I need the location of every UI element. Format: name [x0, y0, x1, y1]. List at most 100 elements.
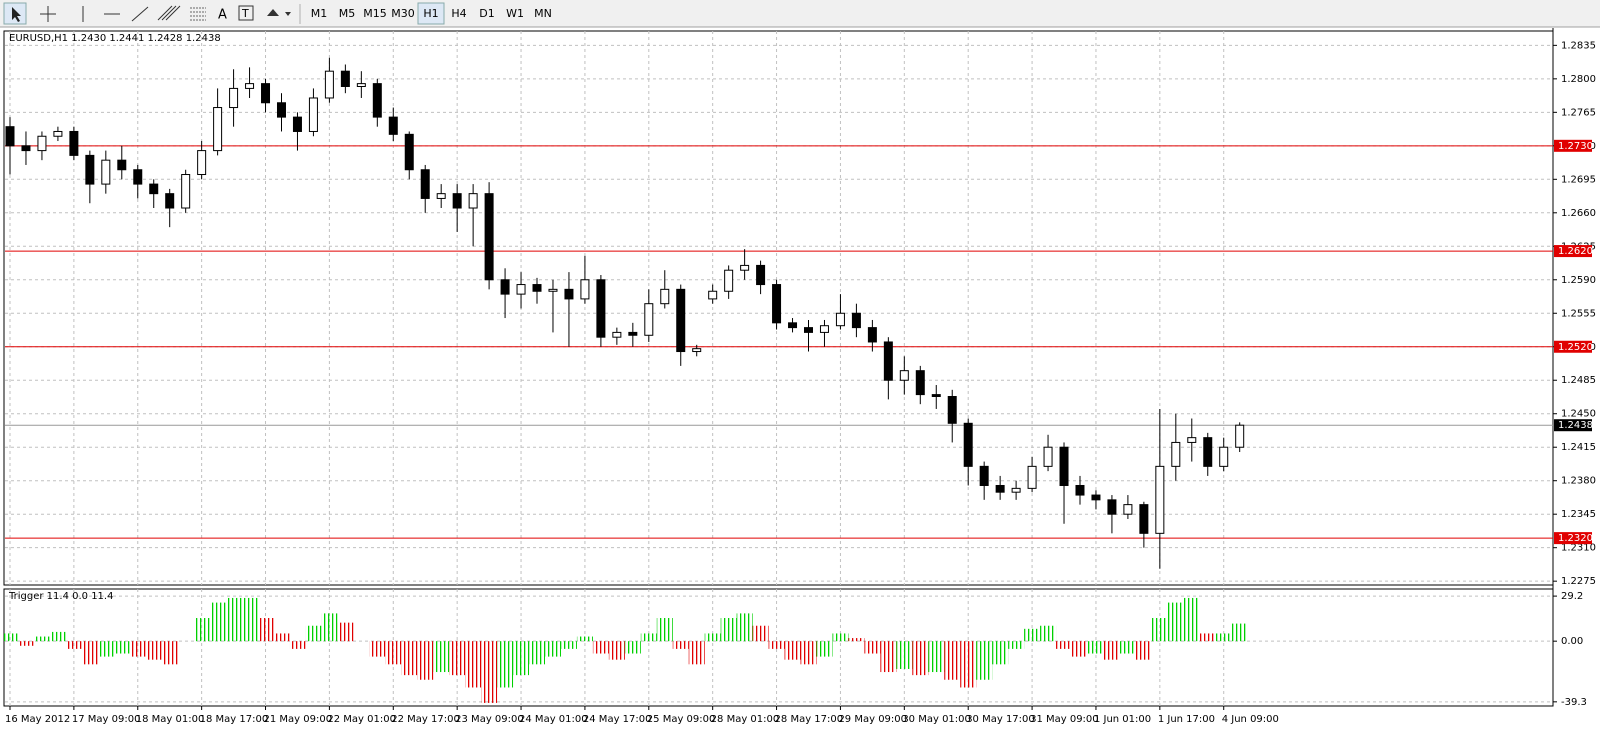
fibo-tool[interactable]	[190, 7, 206, 21]
indicator-bar	[305, 625, 322, 642]
timeframe-button[interactable]: M1	[311, 7, 328, 20]
indicator-bar	[992, 641, 1009, 665]
indicator-bar	[1024, 628, 1041, 642]
timeframe-button[interactable]: D1	[479, 7, 494, 20]
candle-body	[276, 102, 286, 118]
timeframe-button[interactable]: M15	[363, 7, 387, 20]
timeframe-button[interactable]: M5	[339, 7, 356, 20]
timeframe-button[interactable]: W1	[506, 7, 524, 20]
crosshair-tool[interactable]	[40, 6, 56, 22]
candle-body	[708, 290, 718, 300]
candle-body	[1027, 465, 1037, 489]
candle-body	[532, 284, 542, 292]
level-label: 1.2438	[1558, 420, 1593, 431]
timeframe-button[interactable]: M30	[391, 7, 415, 20]
candle-body	[21, 145, 31, 152]
x-tick-label: 18 May 17:00	[200, 714, 269, 725]
indicator-bar	[449, 641, 466, 676]
candle-body	[37, 135, 47, 152]
candle-body	[1187, 437, 1197, 443]
candle-body	[1075, 484, 1085, 496]
toolbar: A T M1 M5 M15 M30 H1 H4 D1 W1 MN	[0, 0, 1600, 28]
candle-body	[1091, 494, 1101, 501]
candle-body	[1107, 499, 1117, 515]
indicator-bar	[544, 641, 561, 657]
candle-body	[101, 159, 111, 185]
candle-body	[724, 269, 734, 292]
y-tick-label: 1.2765	[1561, 107, 1596, 118]
indicator-bar	[1119, 641, 1136, 654]
x-tick-label: 1 Jun 17:00	[1158, 714, 1215, 725]
indicator-bar	[1151, 618, 1168, 642]
x-tick-label: 21 May 09:00	[264, 714, 333, 725]
indicator-bar	[928, 641, 945, 673]
candle-body	[835, 312, 845, 327]
candle-body	[1139, 504, 1149, 534]
timeframe-button[interactable]: H1	[423, 7, 438, 20]
candle-body	[213, 107, 223, 152]
indicator-bar	[1231, 623, 1248, 642]
level-label-bg	[1554, 340, 1592, 353]
timeframe-button[interactable]: MN	[534, 7, 552, 20]
indicator-bar	[560, 641, 577, 649]
x-tick-label: 30 May 01:00	[902, 714, 971, 725]
text-tool[interactable]: A	[218, 8, 227, 23]
indicator-bar	[896, 641, 913, 669]
x-tick-label: 30 May 17:00	[966, 714, 1035, 725]
candle-body	[899, 370, 909, 381]
label-tool-glyph: T	[241, 7, 249, 20]
candle-body	[660, 288, 670, 305]
panel-title: EURUSD,H1 1.2430 1.2441 1.2428 1.2438	[9, 33, 221, 44]
indicator-bar	[273, 633, 290, 642]
y-tick-label: 1.2660	[1561, 208, 1596, 219]
level-label-bg	[1554, 419, 1592, 432]
candle-body	[995, 484, 1005, 493]
candle-body	[436, 193, 446, 199]
arrows-tool[interactable]	[267, 9, 291, 16]
candle-body	[197, 150, 207, 176]
indicator-bar	[1040, 625, 1057, 642]
indicator-bar	[49, 631, 66, 642]
indicator-bar	[81, 641, 98, 665]
indicator-bar	[497, 641, 514, 688]
indicator-bar	[880, 641, 897, 673]
candle-body	[500, 279, 510, 295]
candle-body	[420, 169, 430, 199]
indicator-bar	[145, 641, 162, 660]
indicator-bar	[800, 641, 817, 665]
candle-body	[165, 193, 175, 209]
candle-body	[644, 303, 654, 336]
x-tick-label: 28 May 17:00	[775, 714, 844, 725]
indicator-bar	[752, 625, 769, 642]
candle-body	[580, 279, 590, 300]
indicator-bar	[816, 641, 833, 657]
y-tick-label: 1.2345	[1561, 509, 1596, 520]
level-label-bg	[1554, 532, 1592, 545]
indicator-bar	[225, 597, 242, 642]
channel-tool[interactable]	[157, 5, 181, 21]
indicator-bar	[481, 641, 498, 703]
timeframe-button[interactable]: H4	[451, 7, 466, 20]
x-tick-label: 18 May 01:00	[136, 714, 205, 725]
indicator-bar	[672, 641, 689, 649]
candle-body	[324, 70, 334, 99]
indicator-bar	[241, 597, 258, 642]
indicator-bar	[321, 613, 338, 642]
indicator-bar	[65, 641, 82, 649]
indicator-bar	[912, 641, 929, 676]
candle-body	[931, 394, 941, 398]
y-tick-label: 29.2	[1561, 591, 1583, 602]
label-tool[interactable]	[238, 5, 254, 21]
timeframes: M1 M5 M15 M30 H1 H4 D1 W1 MN	[311, 2, 552, 25]
indicator-bar	[113, 641, 130, 654]
indicator-bar	[576, 636, 593, 642]
candle-body	[356, 83, 366, 87]
candle-body	[404, 133, 414, 171]
trendline-tool[interactable]	[131, 6, 149, 22]
x-tick-label: 25 May 09:00	[647, 714, 716, 725]
x-tick-label: 4 Jun 09:00	[1222, 714, 1279, 725]
candle-body	[740, 264, 750, 271]
candle-body	[117, 159, 127, 171]
candle-body	[388, 116, 398, 135]
